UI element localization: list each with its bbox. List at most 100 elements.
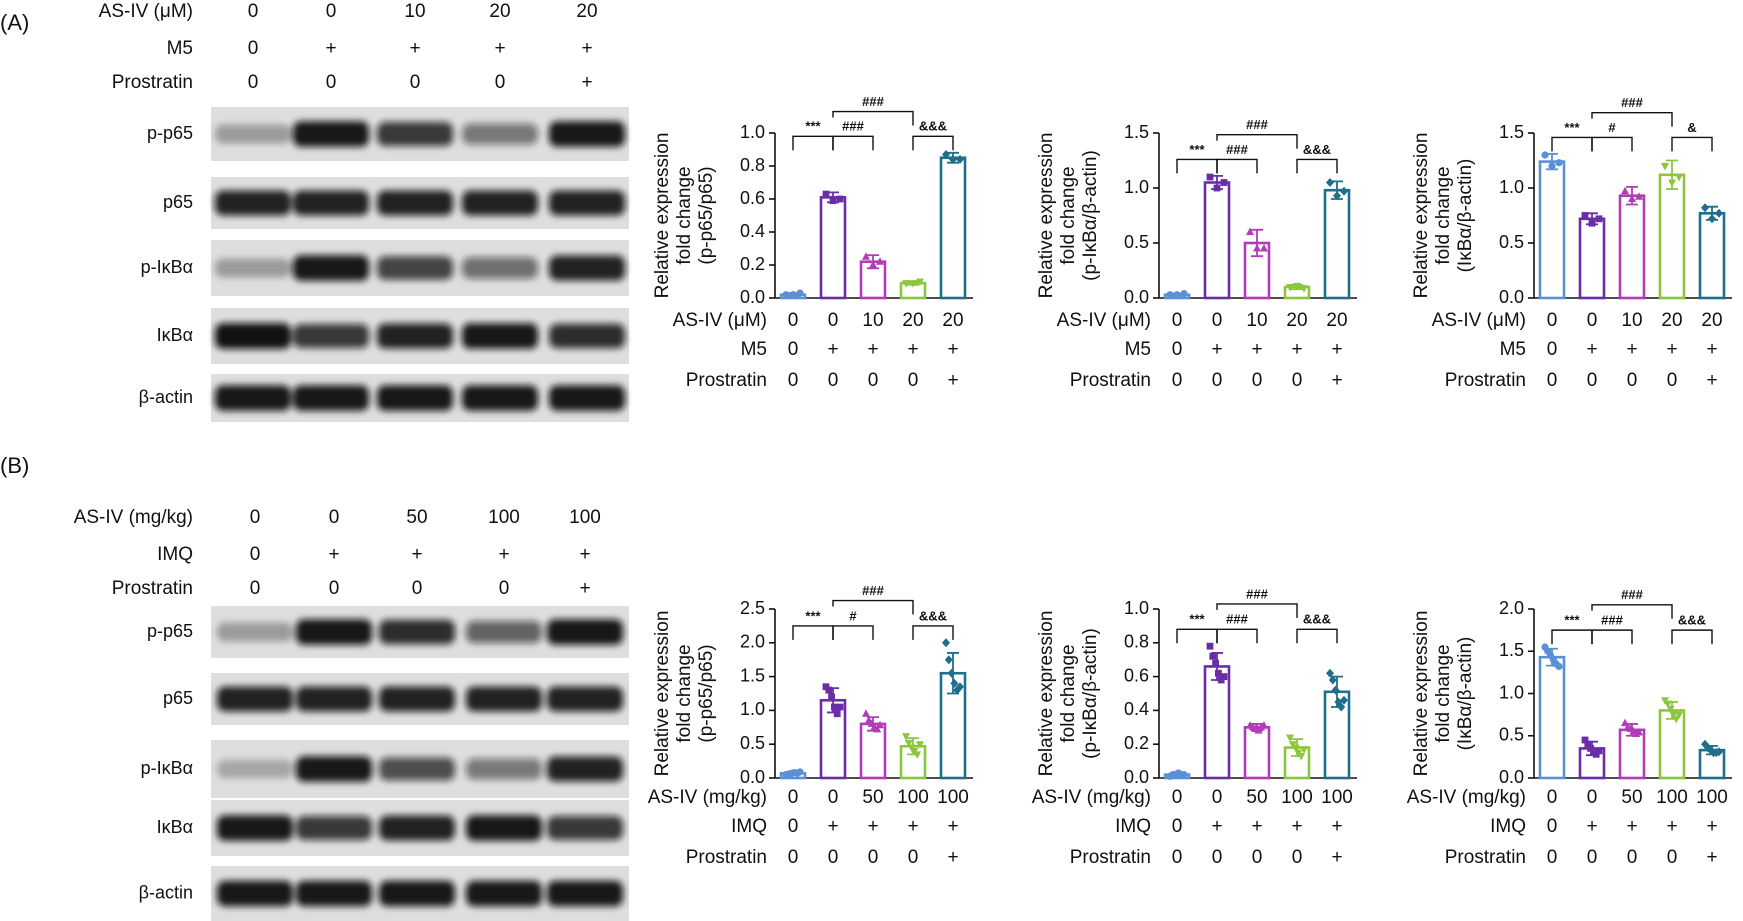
x-row-value: 0 <box>1627 847 1638 868</box>
x-row-value: 0 <box>788 847 799 868</box>
x-row-value: 0 <box>1547 310 1558 331</box>
x-row-value: 0 <box>1172 847 1183 868</box>
data-point <box>828 693 835 701</box>
data-point <box>1220 673 1228 680</box>
x-row-name: M5 <box>741 339 767 360</box>
x-row-value: + <box>947 816 958 837</box>
blot-bands <box>217 756 623 782</box>
x-row-value: + <box>1626 816 1637 837</box>
blot-band <box>377 385 453 411</box>
data-point <box>902 733 910 741</box>
x-row-value: + <box>947 847 958 868</box>
data-point <box>1173 291 1181 299</box>
y-axis-label: fold change <box>674 644 695 742</box>
data-point <box>831 703 838 711</box>
bar <box>1538 160 1566 300</box>
data-point <box>876 720 884 729</box>
significance-bracket <box>832 110 914 126</box>
x-row-value: + <box>1706 370 1717 391</box>
data-point <box>902 280 910 288</box>
x-row-value: + <box>1706 847 1717 868</box>
bar <box>1203 665 1231 780</box>
x-row-value: 0 <box>1172 816 1183 837</box>
data-point <box>904 739 913 748</box>
y-axis-label: Relative expression <box>1036 133 1057 299</box>
y-tick-label: 0.4 <box>1124 699 1149 719</box>
x-row-value: 0 <box>1172 339 1183 360</box>
blot-band <box>293 255 369 281</box>
data-point <box>862 709 870 717</box>
significance-bracket <box>1296 628 1338 644</box>
x-row-value: + <box>1666 339 1677 360</box>
condition-value: 0 <box>326 72 337 93</box>
x-row-name: Prostratin <box>1445 847 1526 868</box>
x-row-name: AS-IV (mg/kg) <box>1407 787 1526 808</box>
blot-band <box>379 686 455 712</box>
blot-band <box>466 686 542 712</box>
x-row-name: Prostratin <box>1445 370 1526 391</box>
condition-value: + <box>494 38 505 59</box>
blot-band <box>462 323 538 349</box>
data-point <box>1260 721 1268 729</box>
y-axis-label: (p-p65/p65) <box>696 644 717 742</box>
data-point <box>862 252 870 260</box>
y-axis-label: (IκBα/β-actin) <box>1455 637 1476 751</box>
data-point <box>1584 740 1592 748</box>
data-point <box>1621 186 1629 195</box>
blot-label: IκBα <box>157 325 193 345</box>
data-point <box>1675 711 1683 720</box>
condition-value: 0 <box>248 38 259 59</box>
y-tick-label: 1.5 <box>1499 640 1524 660</box>
blot-band <box>377 190 453 216</box>
x-row-value: 0 <box>868 370 879 391</box>
condition-name: Prostratin <box>112 72 193 93</box>
blot-band <box>296 686 372 712</box>
data-point <box>1212 659 1219 667</box>
blot-band <box>379 815 455 841</box>
condition-value: 0 <box>412 578 423 599</box>
blot-band <box>547 686 623 712</box>
x-row-value: 0 <box>868 847 879 868</box>
blot-label: β-actin <box>139 882 193 902</box>
data-point <box>1548 162 1556 170</box>
data-point <box>1260 244 1268 252</box>
significance-bracket <box>1671 629 1713 645</box>
x-row-value: 0 <box>908 370 919 391</box>
condition-value: 0 <box>248 72 259 93</box>
data-point <box>1297 753 1306 761</box>
bar <box>1323 188 1351 300</box>
data-point <box>949 154 957 164</box>
blot-band <box>215 385 291 411</box>
data-point <box>1621 718 1629 727</box>
x-row-value: + <box>1706 816 1717 837</box>
blot-band <box>549 385 625 411</box>
condition-value: + <box>325 38 336 59</box>
y-axis-label: fold change <box>1433 166 1454 264</box>
data-point <box>1340 186 1348 196</box>
y-tick-label: 0.0 <box>1499 287 1524 307</box>
data-point <box>825 686 833 694</box>
significance-bracket <box>1591 111 1673 127</box>
x-row-value: 100 <box>937 787 969 808</box>
x-row-value: 0 <box>1212 847 1223 868</box>
data-point <box>1701 203 1709 213</box>
x-row-value: 0 <box>1547 847 1558 868</box>
y-tick-label: 1.0 <box>1124 598 1149 618</box>
x-row-value: 0 <box>1212 310 1223 331</box>
blot-band <box>466 815 542 841</box>
condition-name: AS-IV (mg/kg) <box>74 507 193 528</box>
significance-bracket <box>912 135 954 151</box>
condition-value: 0 <box>329 578 340 599</box>
condition-value: 0 <box>499 578 510 599</box>
condition-value: 20 <box>576 1 597 22</box>
data-point <box>789 291 797 299</box>
condition-value: 50 <box>406 507 427 528</box>
x-row-value: 0 <box>1172 787 1183 808</box>
data-point <box>1291 744 1300 753</box>
data-point <box>1675 174 1683 182</box>
bar <box>1698 212 1726 300</box>
panel-label: (B) <box>0 453 29 478</box>
blot-band <box>462 257 538 279</box>
blot-bands <box>217 815 623 841</box>
data-point <box>782 291 790 299</box>
